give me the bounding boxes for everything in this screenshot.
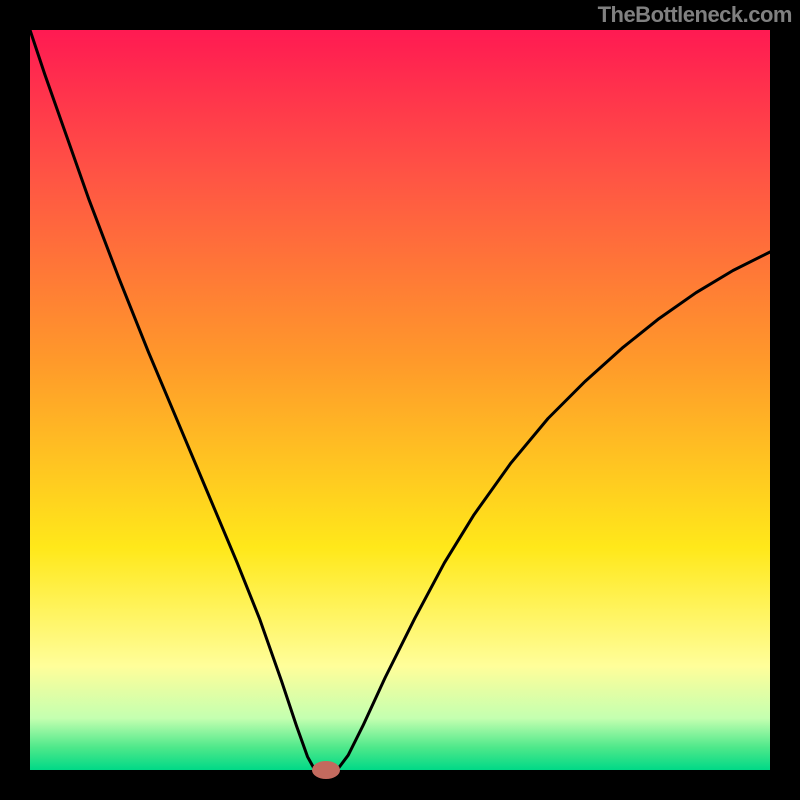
optimum-marker [312,761,340,779]
watermark-text: TheBottleneck.com [598,2,792,28]
chart-container: TheBottleneck.com [0,0,800,800]
chart-background [30,30,770,770]
bottleneck-chart [0,0,800,800]
